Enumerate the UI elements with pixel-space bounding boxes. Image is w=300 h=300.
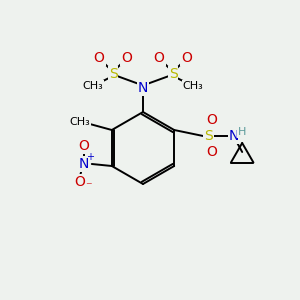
Text: N: N (229, 129, 239, 143)
Text: CH₃: CH₃ (183, 81, 203, 91)
Text: O: O (154, 51, 164, 65)
Text: ⁻: ⁻ (85, 181, 92, 194)
Text: +: + (86, 152, 94, 162)
Text: S: S (169, 67, 177, 81)
Text: N: N (138, 81, 148, 95)
Text: S: S (109, 67, 117, 81)
Text: O: O (207, 145, 218, 159)
Text: CH₃: CH₃ (82, 81, 103, 91)
Text: O: O (122, 51, 132, 65)
Text: O: O (207, 113, 218, 127)
Text: H: H (238, 127, 246, 137)
Text: O: O (182, 51, 192, 65)
Text: O: O (74, 175, 85, 189)
Text: CH₃: CH₃ (69, 117, 90, 127)
Text: O: O (78, 139, 89, 153)
Text: O: O (94, 51, 104, 65)
Text: N: N (79, 157, 89, 171)
Text: S: S (204, 129, 213, 143)
